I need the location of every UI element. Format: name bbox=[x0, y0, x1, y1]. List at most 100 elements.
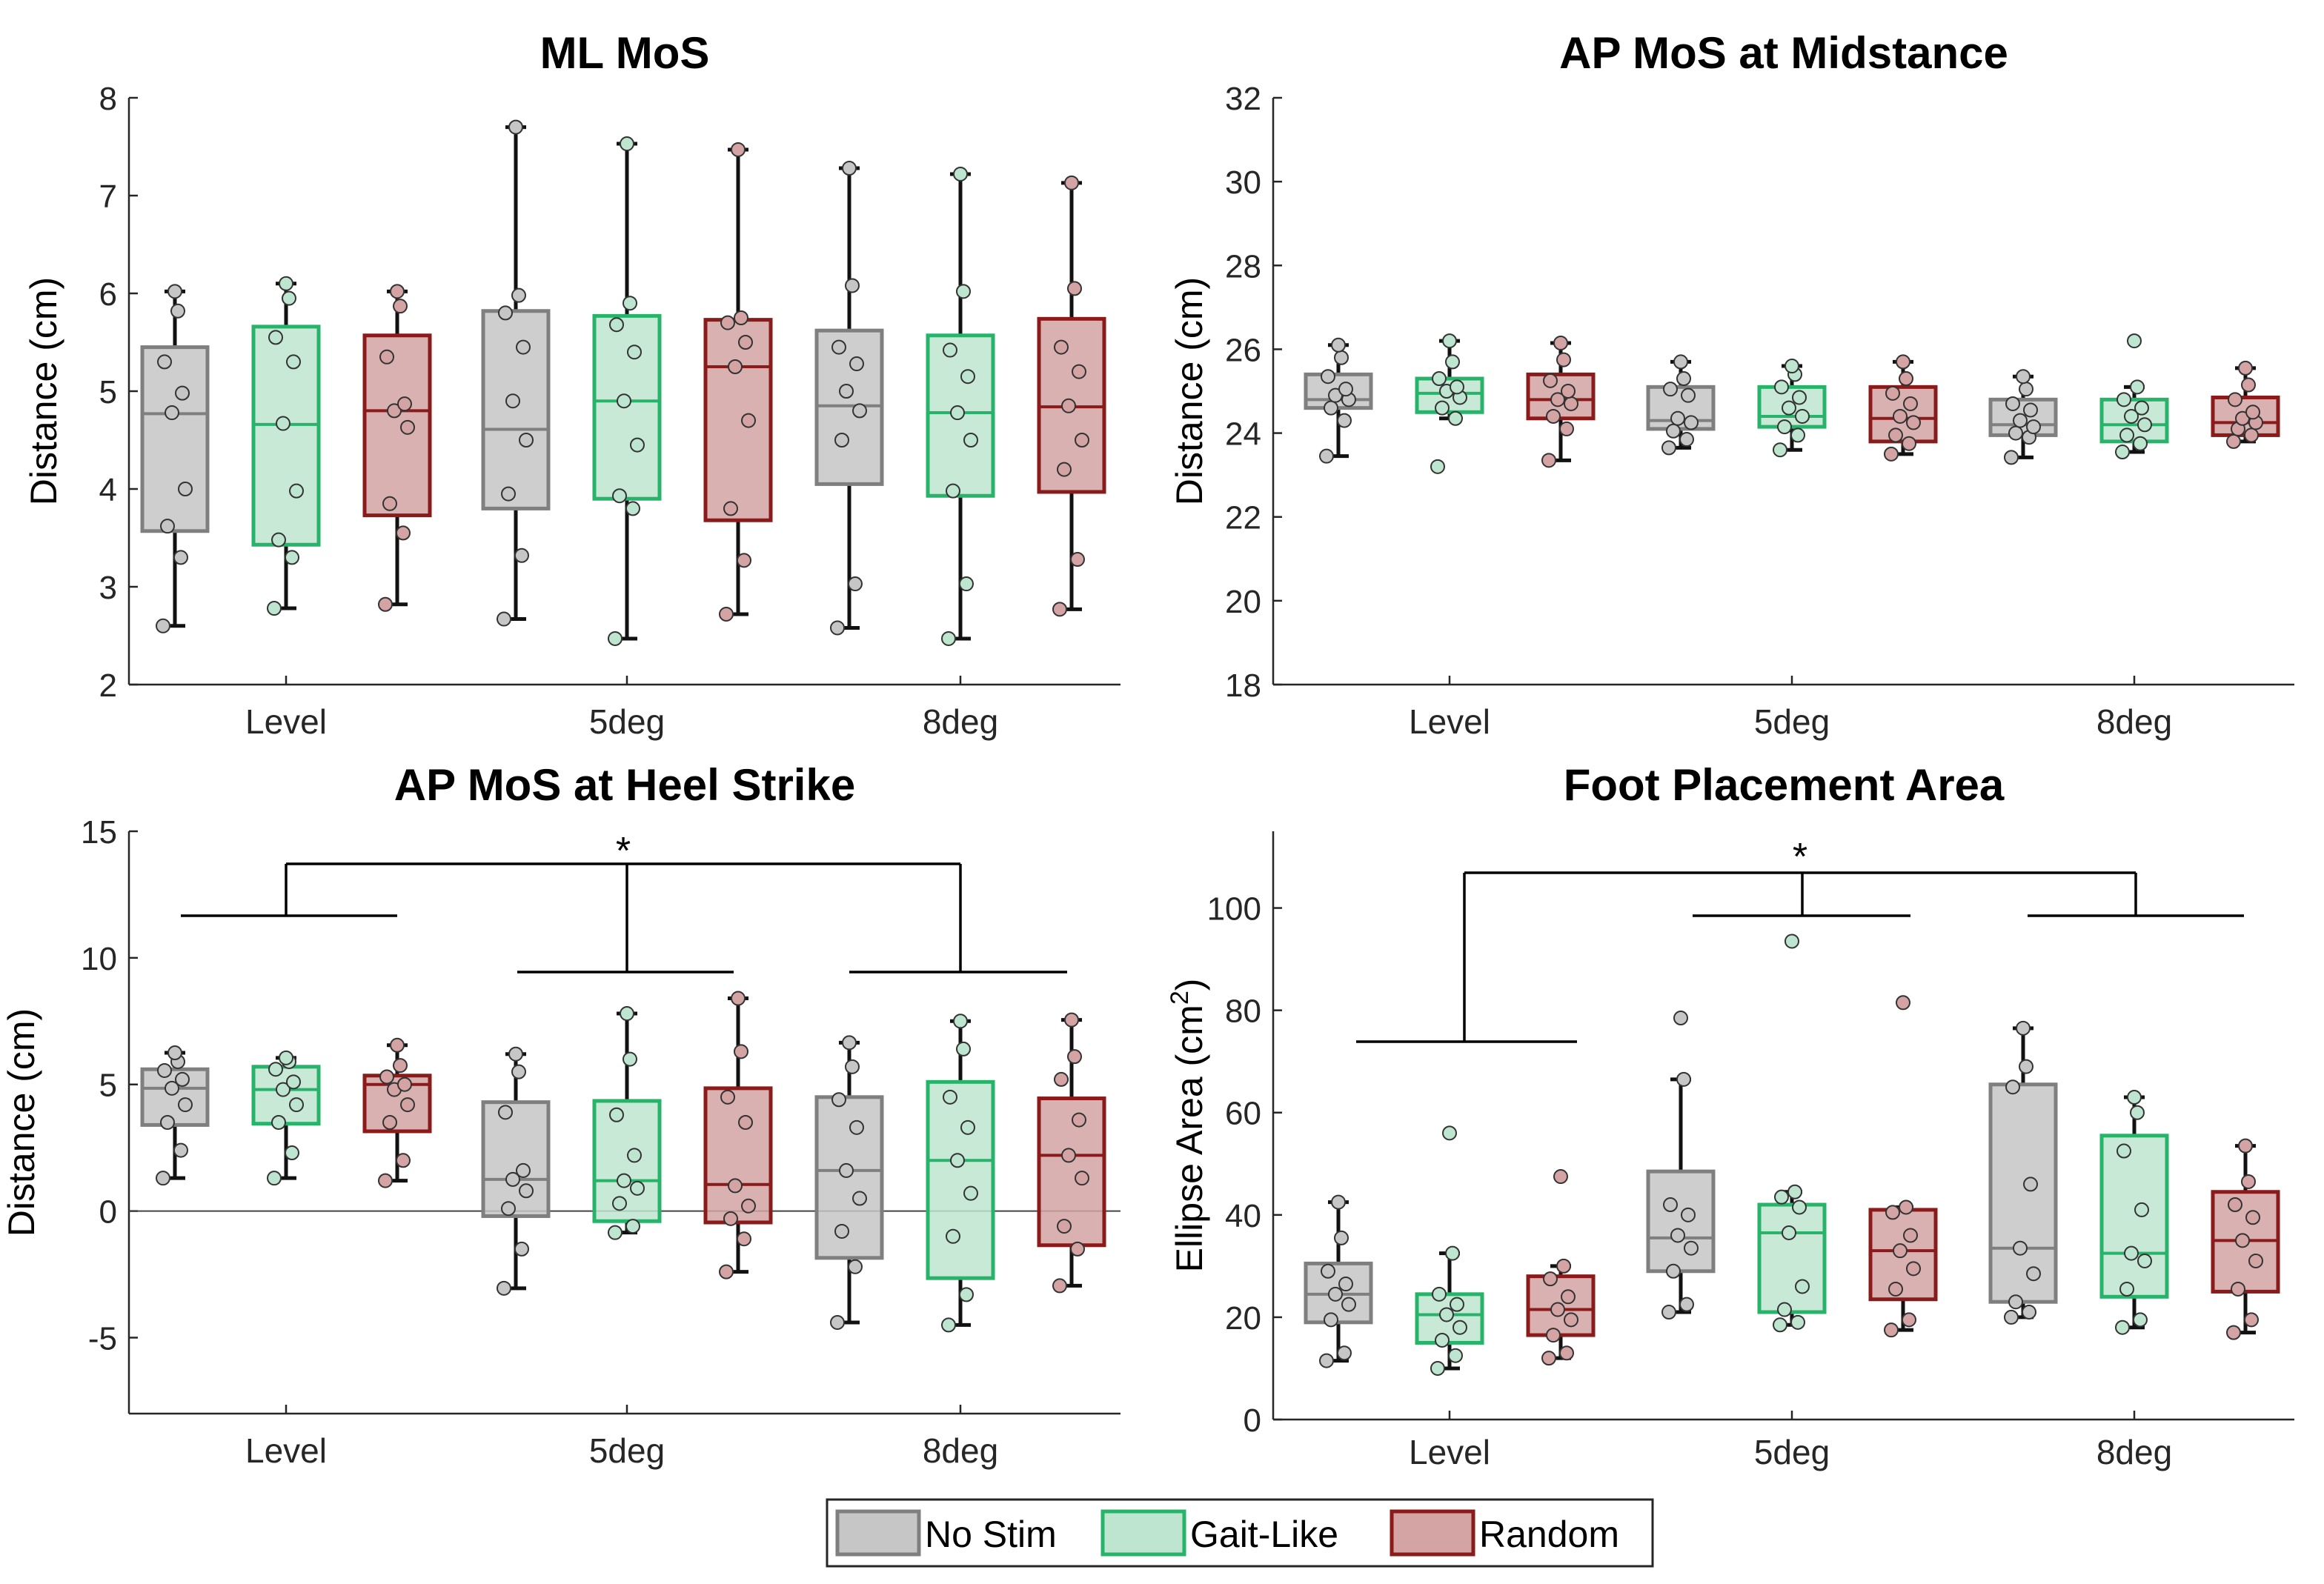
data-point bbox=[271, 532, 286, 548]
data-point bbox=[378, 596, 393, 612]
data-point bbox=[950, 405, 965, 421]
data-point bbox=[1057, 1219, 1072, 1234]
data-point bbox=[1546, 1328, 1561, 1343]
data-point bbox=[2116, 1143, 2131, 1159]
data-point bbox=[1663, 382, 1678, 397]
data-point bbox=[393, 299, 408, 314]
data-point bbox=[2026, 1266, 2041, 1282]
data-point bbox=[1792, 1199, 1807, 1215]
box-gait-like-level bbox=[1415, 333, 1484, 474]
data-point bbox=[1556, 352, 1571, 367]
data-point bbox=[2133, 436, 2148, 451]
data-point bbox=[1450, 379, 1464, 395]
data-point bbox=[960, 1119, 975, 1135]
data-point bbox=[609, 1107, 624, 1122]
data-point bbox=[1439, 1307, 1454, 1322]
data-point bbox=[728, 359, 743, 374]
data-point bbox=[834, 1223, 849, 1239]
legend: No Stim Gait-Like Random bbox=[826, 1498, 1654, 1568]
y-tick-label: 32 bbox=[1225, 81, 1261, 117]
legend-label: Gait-Like bbox=[1190, 1514, 1338, 1555]
data-point bbox=[620, 136, 634, 152]
data-point bbox=[2241, 1174, 2256, 1189]
box-no-stim-level bbox=[140, 284, 210, 633]
data-point bbox=[1663, 1197, 1678, 1213]
box-iqr bbox=[481, 1100, 551, 1218]
data-point bbox=[2022, 1305, 2036, 1320]
data-point bbox=[285, 550, 299, 565]
y-tick-label: 7 bbox=[99, 179, 117, 215]
data-point bbox=[1328, 1286, 1343, 1302]
box-random-8deg bbox=[1037, 175, 1106, 617]
data-point bbox=[2241, 377, 2256, 393]
data-point bbox=[1679, 1297, 1694, 1312]
box-gait-like-8deg bbox=[2099, 1090, 2169, 1335]
box-iqr bbox=[251, 325, 321, 547]
y-tick-label: 100 bbox=[1207, 891, 1261, 928]
data-point bbox=[622, 1051, 637, 1067]
data-point bbox=[2019, 1059, 2034, 1074]
chart-title: Foot Placement Area bbox=[1564, 760, 2005, 810]
data-point bbox=[1884, 1322, 1899, 1338]
data-point bbox=[737, 1231, 751, 1247]
box-iqr bbox=[1415, 376, 1484, 414]
data-point bbox=[1681, 387, 1696, 403]
data-point bbox=[1777, 419, 1792, 435]
data-point bbox=[511, 1064, 526, 1079]
x-tick-label: 5deg bbox=[589, 1431, 665, 1470]
chart-title: AP MoS at Heel Strike bbox=[394, 760, 855, 810]
legend-box bbox=[826, 1498, 1654, 1568]
data-point bbox=[379, 1069, 394, 1085]
data-point bbox=[1450, 1297, 1464, 1312]
data-point bbox=[286, 354, 301, 370]
box-iqr bbox=[1988, 1082, 2058, 1304]
data-point bbox=[946, 483, 960, 499]
data-point bbox=[960, 369, 975, 385]
data-point bbox=[505, 1171, 520, 1187]
box-iqr bbox=[481, 309, 551, 510]
data-point bbox=[1064, 1012, 1079, 1028]
data-point bbox=[1341, 1297, 1356, 1312]
y-tick-label: 28 bbox=[1225, 248, 1261, 284]
data-point bbox=[516, 1162, 531, 1178]
y-tick-label: 26 bbox=[1225, 332, 1261, 368]
data-point bbox=[1684, 1240, 1699, 1256]
data-point bbox=[2130, 1105, 2145, 1120]
box-random-level bbox=[1526, 1169, 1596, 1366]
data-point bbox=[1445, 1245, 1460, 1261]
data-point bbox=[1067, 1049, 1082, 1065]
data-point bbox=[617, 393, 631, 409]
y-axis-label-superscript: 2 bbox=[1166, 991, 1194, 1005]
data-point bbox=[1666, 423, 1681, 439]
data-point bbox=[514, 1241, 529, 1257]
data-point bbox=[848, 576, 863, 592]
data-point bbox=[167, 1045, 182, 1061]
data-point bbox=[1774, 379, 1789, 395]
data-point bbox=[519, 433, 534, 447]
data-point bbox=[160, 519, 175, 534]
data-point bbox=[731, 142, 746, 157]
data-point bbox=[390, 1037, 405, 1053]
data-point bbox=[2116, 392, 2131, 407]
data-point bbox=[2013, 413, 2028, 428]
box-no-stim-5deg bbox=[481, 1046, 551, 1296]
data-point bbox=[1906, 415, 1921, 430]
box-iqr bbox=[362, 333, 432, 518]
data-point bbox=[845, 1059, 860, 1074]
data-point bbox=[630, 437, 645, 453]
data-point bbox=[1064, 175, 1079, 190]
data-point bbox=[2137, 1253, 2152, 1268]
data-point bbox=[2244, 1312, 2259, 1328]
box-no-stim-level bbox=[1304, 1194, 1373, 1368]
data-point bbox=[1559, 1345, 1574, 1361]
data-point bbox=[1338, 1277, 1353, 1292]
data-point bbox=[852, 1191, 867, 1206]
y-axis-label-end: ) bbox=[1169, 979, 1210, 991]
y-tick-label: 22 bbox=[1225, 500, 1261, 536]
data-point bbox=[1445, 354, 1460, 370]
legend-swatch bbox=[835, 1509, 921, 1557]
data-point bbox=[279, 1050, 293, 1065]
data-point bbox=[1782, 1225, 1796, 1240]
data-point bbox=[2023, 402, 2038, 418]
data-point bbox=[1442, 1125, 1457, 1141]
